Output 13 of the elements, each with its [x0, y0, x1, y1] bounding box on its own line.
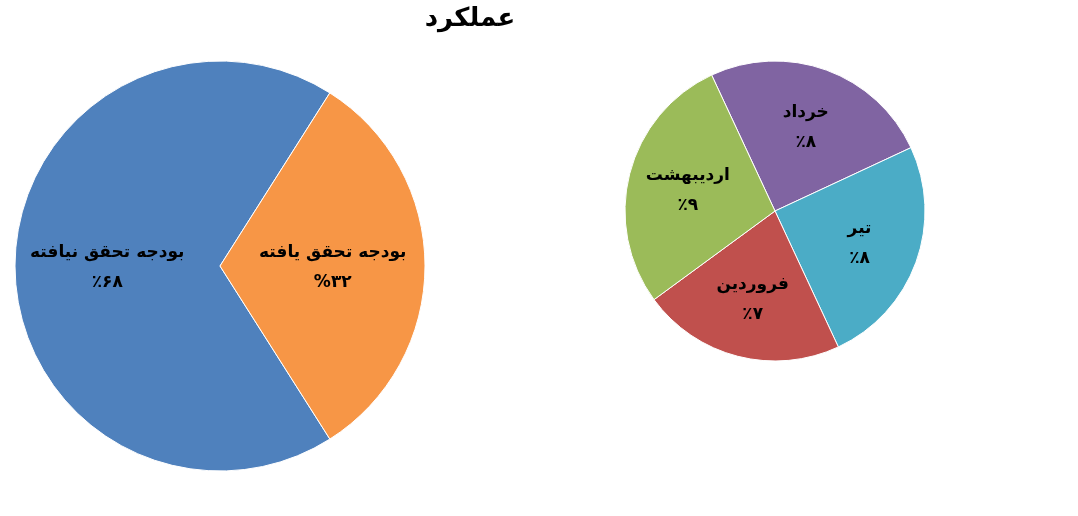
- data-label: ٪۷: [742, 303, 764, 324]
- data-label: ٪۸: [795, 131, 817, 152]
- data-label: ٪۸: [849, 246, 871, 267]
- slice-label: فروردین: [716, 273, 789, 295]
- slice-label: بودجه تحقق یافته: [258, 240, 407, 262]
- chart-title: عملکرد: [424, 2, 516, 33]
- data-label: ٪۹: [677, 193, 699, 214]
- slice-label: خرداد: [782, 101, 829, 123]
- slice-label: بودجه تحقق نیافته: [30, 241, 185, 263]
- data-label: ٪۶۸: [91, 271, 124, 292]
- data-label: %۳۲: [313, 270, 353, 291]
- slice-label: اردیبهشت: [645, 163, 730, 185]
- slice-label: تیر: [846, 216, 872, 238]
